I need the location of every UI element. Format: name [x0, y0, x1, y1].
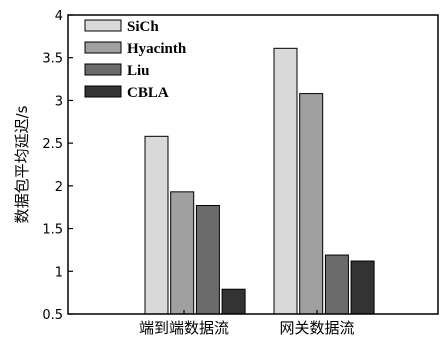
y-axis-label: 数据包平均延迟/s [13, 105, 31, 223]
y-tick-label: 2 [55, 180, 63, 195]
legend-swatch-sich [84, 19, 122, 32]
x-tick-label: 网关数据流 [279, 319, 354, 337]
y-ticks-group: 0.5 1 1.5 2 2.5 3 3.5 4 [42, 9, 73, 323]
legend: SiCh Hyacinth Liu CBLA [84, 19, 187, 101]
y-tick-label: 3 [55, 94, 63, 109]
bar-sich-2 [273, 47, 298, 315]
y-tick-label: 1 [55, 265, 63, 280]
bar-hyacinth-2 [299, 93, 324, 315]
bar-sich-1 [144, 135, 169, 315]
legend-swatch-hyacinth [84, 41, 122, 54]
legend-label-hyacinth: Hyacinth [127, 41, 187, 57]
legend-label-liu: Liu [127, 63, 150, 79]
x-tick-label: 端到端数据流 [139, 319, 229, 337]
plot-frame [67, 14, 439, 315]
bars-group [144, 47, 375, 315]
bar-liu-1 [195, 205, 220, 315]
x-ticks-group: 端到端数据流 网关数据流 [139, 310, 355, 337]
bar-liu-2 [324, 254, 349, 315]
bar-cbla-1 [221, 288, 246, 315]
legend-swatch-liu [84, 63, 122, 76]
y-tick-label: 0.5 [42, 308, 63, 323]
legend-label-cbla: CBLA [127, 85, 169, 101]
bar-hyacinth-1 [170, 191, 195, 315]
y-tick-label: 1.5 [42, 223, 63, 238]
bar-cbla-2 [350, 260, 375, 315]
y-tick-label: 2.5 [42, 137, 63, 152]
legend-swatch-cbla [84, 85, 122, 98]
y-tick-label: 3.5 [42, 52, 63, 67]
legend-label-sich: SiCh [127, 19, 159, 35]
y-tick-label: 4 [55, 9, 63, 24]
